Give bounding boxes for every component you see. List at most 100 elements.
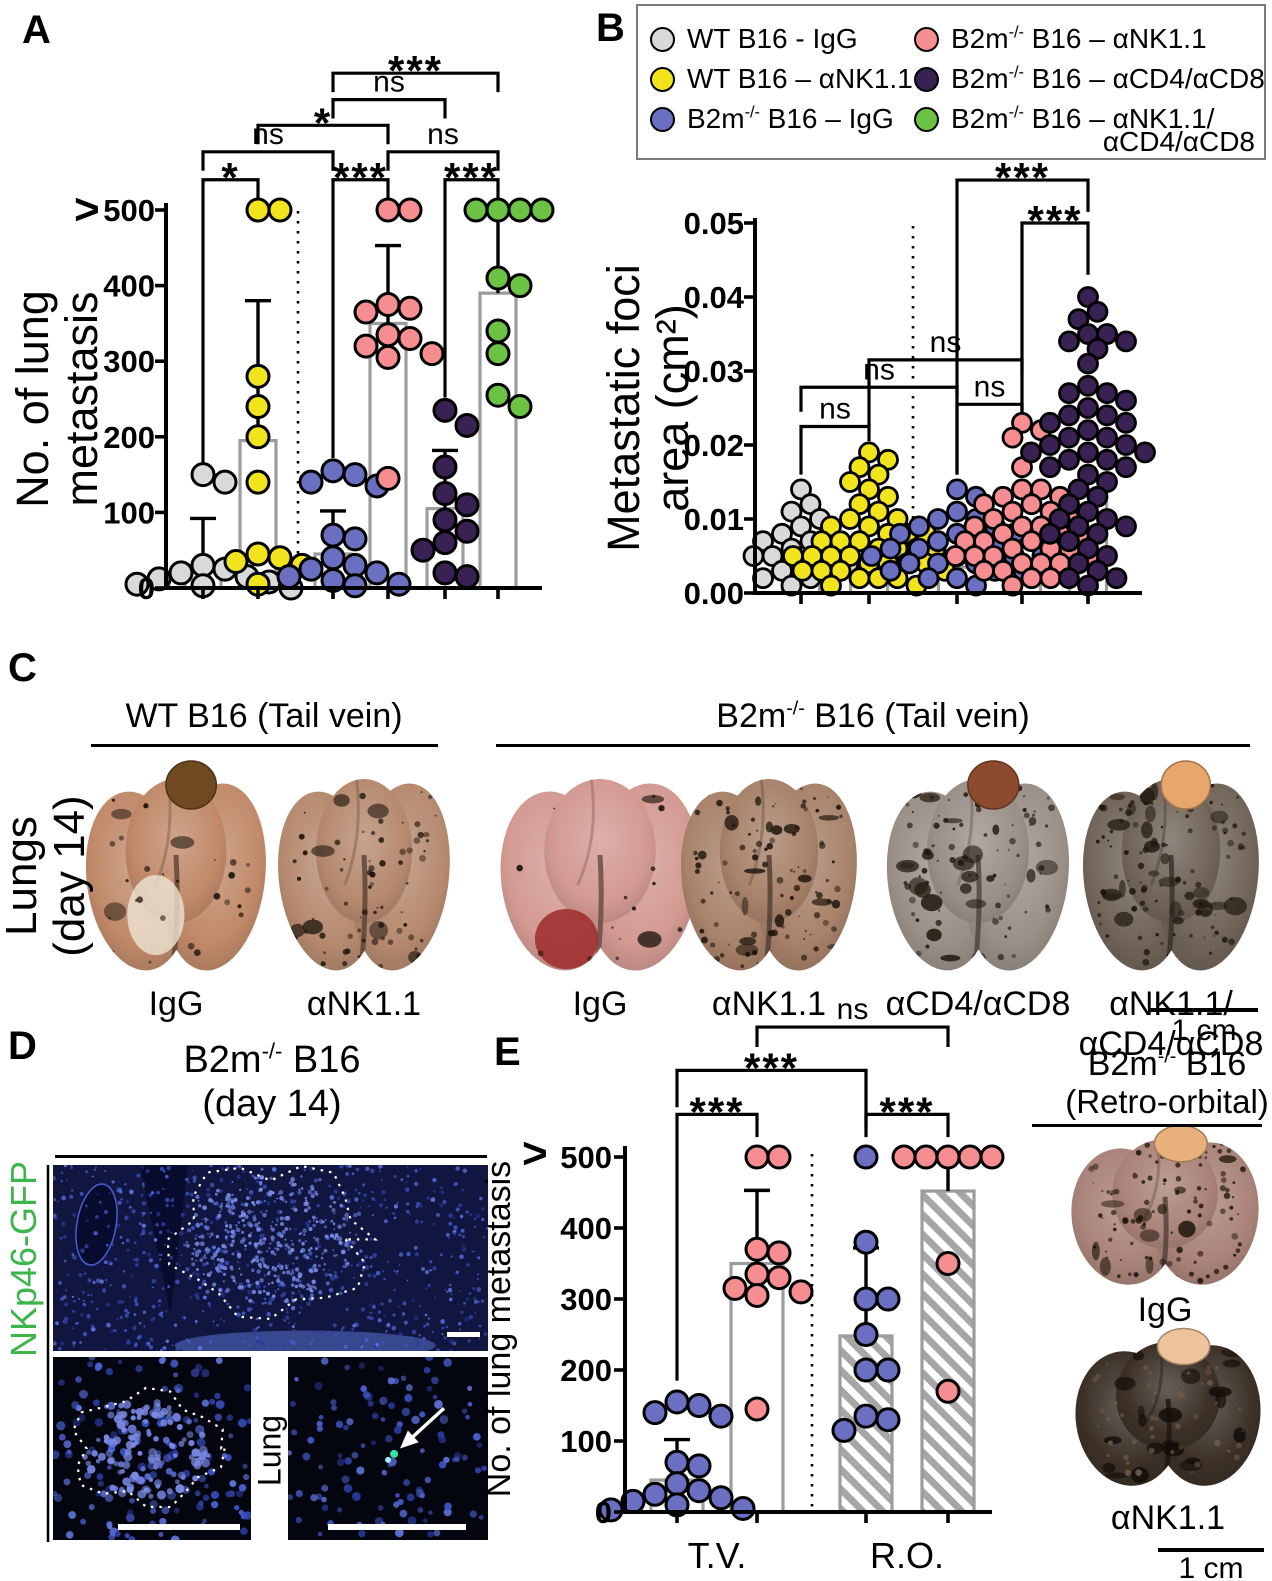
y-tick-label: 0.00 [684, 576, 744, 611]
lung-photo [500, 776, 700, 972]
data-point [410, 537, 436, 563]
significance-label: *** [689, 1088, 744, 1135]
data-point [298, 556, 324, 582]
data-point [454, 564, 480, 590]
data-point [1039, 456, 1061, 479]
panel-d-title-line1: B2m-/- B16 [183, 1038, 361, 1081]
y-tick-label: 0 [138, 571, 155, 606]
data-point [1086, 300, 1109, 323]
data-point [276, 564, 302, 590]
legend-label: WT B16 - IgG [687, 23, 858, 54]
data-point [454, 412, 480, 438]
significance-label: * [221, 154, 239, 201]
legend-label: WT B16 – αNK1.1 [687, 63, 913, 94]
data-point [946, 567, 968, 590]
panel-c-group1-underline [91, 744, 438, 747]
significance-label: * [314, 99, 332, 146]
data-point [1096, 448, 1118, 471]
panel-label-d: D [8, 1024, 37, 1068]
data-point [1115, 411, 1137, 434]
legend-item: WT B16 - IgG [650, 23, 858, 54]
significance-bracket [386, 150, 500, 171]
data-point [342, 526, 368, 552]
legend-swatch [650, 66, 675, 92]
data-point [1001, 426, 1024, 449]
data-point [946, 500, 968, 523]
data-point [432, 530, 458, 556]
y-tick-label: 400 [560, 1211, 612, 1246]
lung-photo [1082, 760, 1259, 972]
y-tick-label: 0.04 [684, 280, 745, 315]
data-point [935, 1378, 961, 1404]
data-point [1039, 411, 1061, 434]
panel-c-group1-title: WT B16 (Tail vein) [125, 697, 403, 735]
panel-label-a: A [22, 8, 51, 52]
y-tick-label: 200 [103, 420, 155, 455]
data-point [973, 559, 995, 582]
data-point [664, 1471, 690, 1497]
y-tick-label: 100 [103, 495, 155, 530]
significance-label: *** [744, 1044, 799, 1091]
data-point [744, 1144, 770, 1170]
significance-bracket [201, 178, 260, 464]
data-point [245, 541, 271, 567]
data-point [853, 1144, 879, 1170]
panel-label-b: B [596, 6, 625, 50]
lung-photo [1075, 1327, 1261, 1487]
panel-e-photos-underline [1032, 1124, 1262, 1127]
significance-bracket [331, 178, 390, 458]
data-point [598, 1497, 624, 1523]
significance-label: *** [1027, 197, 1082, 244]
significance-label: *** [388, 47, 443, 94]
data-point [432, 454, 458, 480]
data-point [744, 1236, 770, 1262]
data-point [1077, 352, 1099, 375]
data-point [642, 1400, 668, 1426]
metastasis-outline [166, 1165, 379, 1321]
panel-e-photos-title-line2: (Retro-orbital) [1065, 1083, 1269, 1120]
data-point [397, 295, 423, 321]
y-tick-label: 500 [560, 1140, 612, 1175]
data-point [686, 1453, 712, 1479]
data-point [1115, 389, 1137, 412]
data-point [298, 469, 324, 495]
data-point [507, 197, 533, 223]
micro-focus-closeup [53, 1357, 251, 1540]
photo-label: αCD4/αCD8 [885, 985, 1071, 1023]
data-point [744, 1261, 770, 1287]
data-point [744, 1396, 770, 1422]
significance-label: ns [819, 393, 851, 426]
y-tick-label: 0.03 [684, 354, 744, 389]
significance-label: ns [427, 118, 459, 151]
data-point [342, 552, 368, 578]
lung-photo [85, 760, 266, 972]
lung-photo [278, 777, 450, 972]
data-point [788, 1279, 814, 1305]
data-point [485, 341, 511, 367]
legend-swatch [914, 106, 939, 132]
photo-label-ro-igg: IgG [1137, 1291, 1193, 1329]
data-point [708, 1403, 734, 1429]
legend-label-wrap: αCD4/αCD8 [1102, 126, 1255, 157]
data-point [766, 1144, 792, 1170]
data-point [1058, 530, 1080, 553]
data-point [353, 333, 379, 359]
significance-bracket [799, 424, 871, 475]
significance-bracket [256, 123, 390, 145]
data-point [1058, 448, 1080, 471]
data-point [908, 515, 930, 538]
data-point [722, 1275, 748, 1301]
data-point [839, 471, 861, 493]
panel-e-scale-bar [1158, 1548, 1264, 1552]
legend-swatch [650, 106, 675, 132]
panel-label-c: C [8, 646, 37, 690]
data-point [375, 292, 401, 317]
legend-item: B2m-/- B16 – αCD4/αCD8 [914, 63, 1265, 94]
data-point [875, 1357, 901, 1383]
data-point [168, 560, 194, 586]
data-point [375, 465, 401, 491]
y-tick-label: 400 [103, 269, 155, 304]
data-point [935, 1251, 961, 1276]
data-point [1115, 330, 1137, 353]
data-point [686, 1478, 712, 1504]
